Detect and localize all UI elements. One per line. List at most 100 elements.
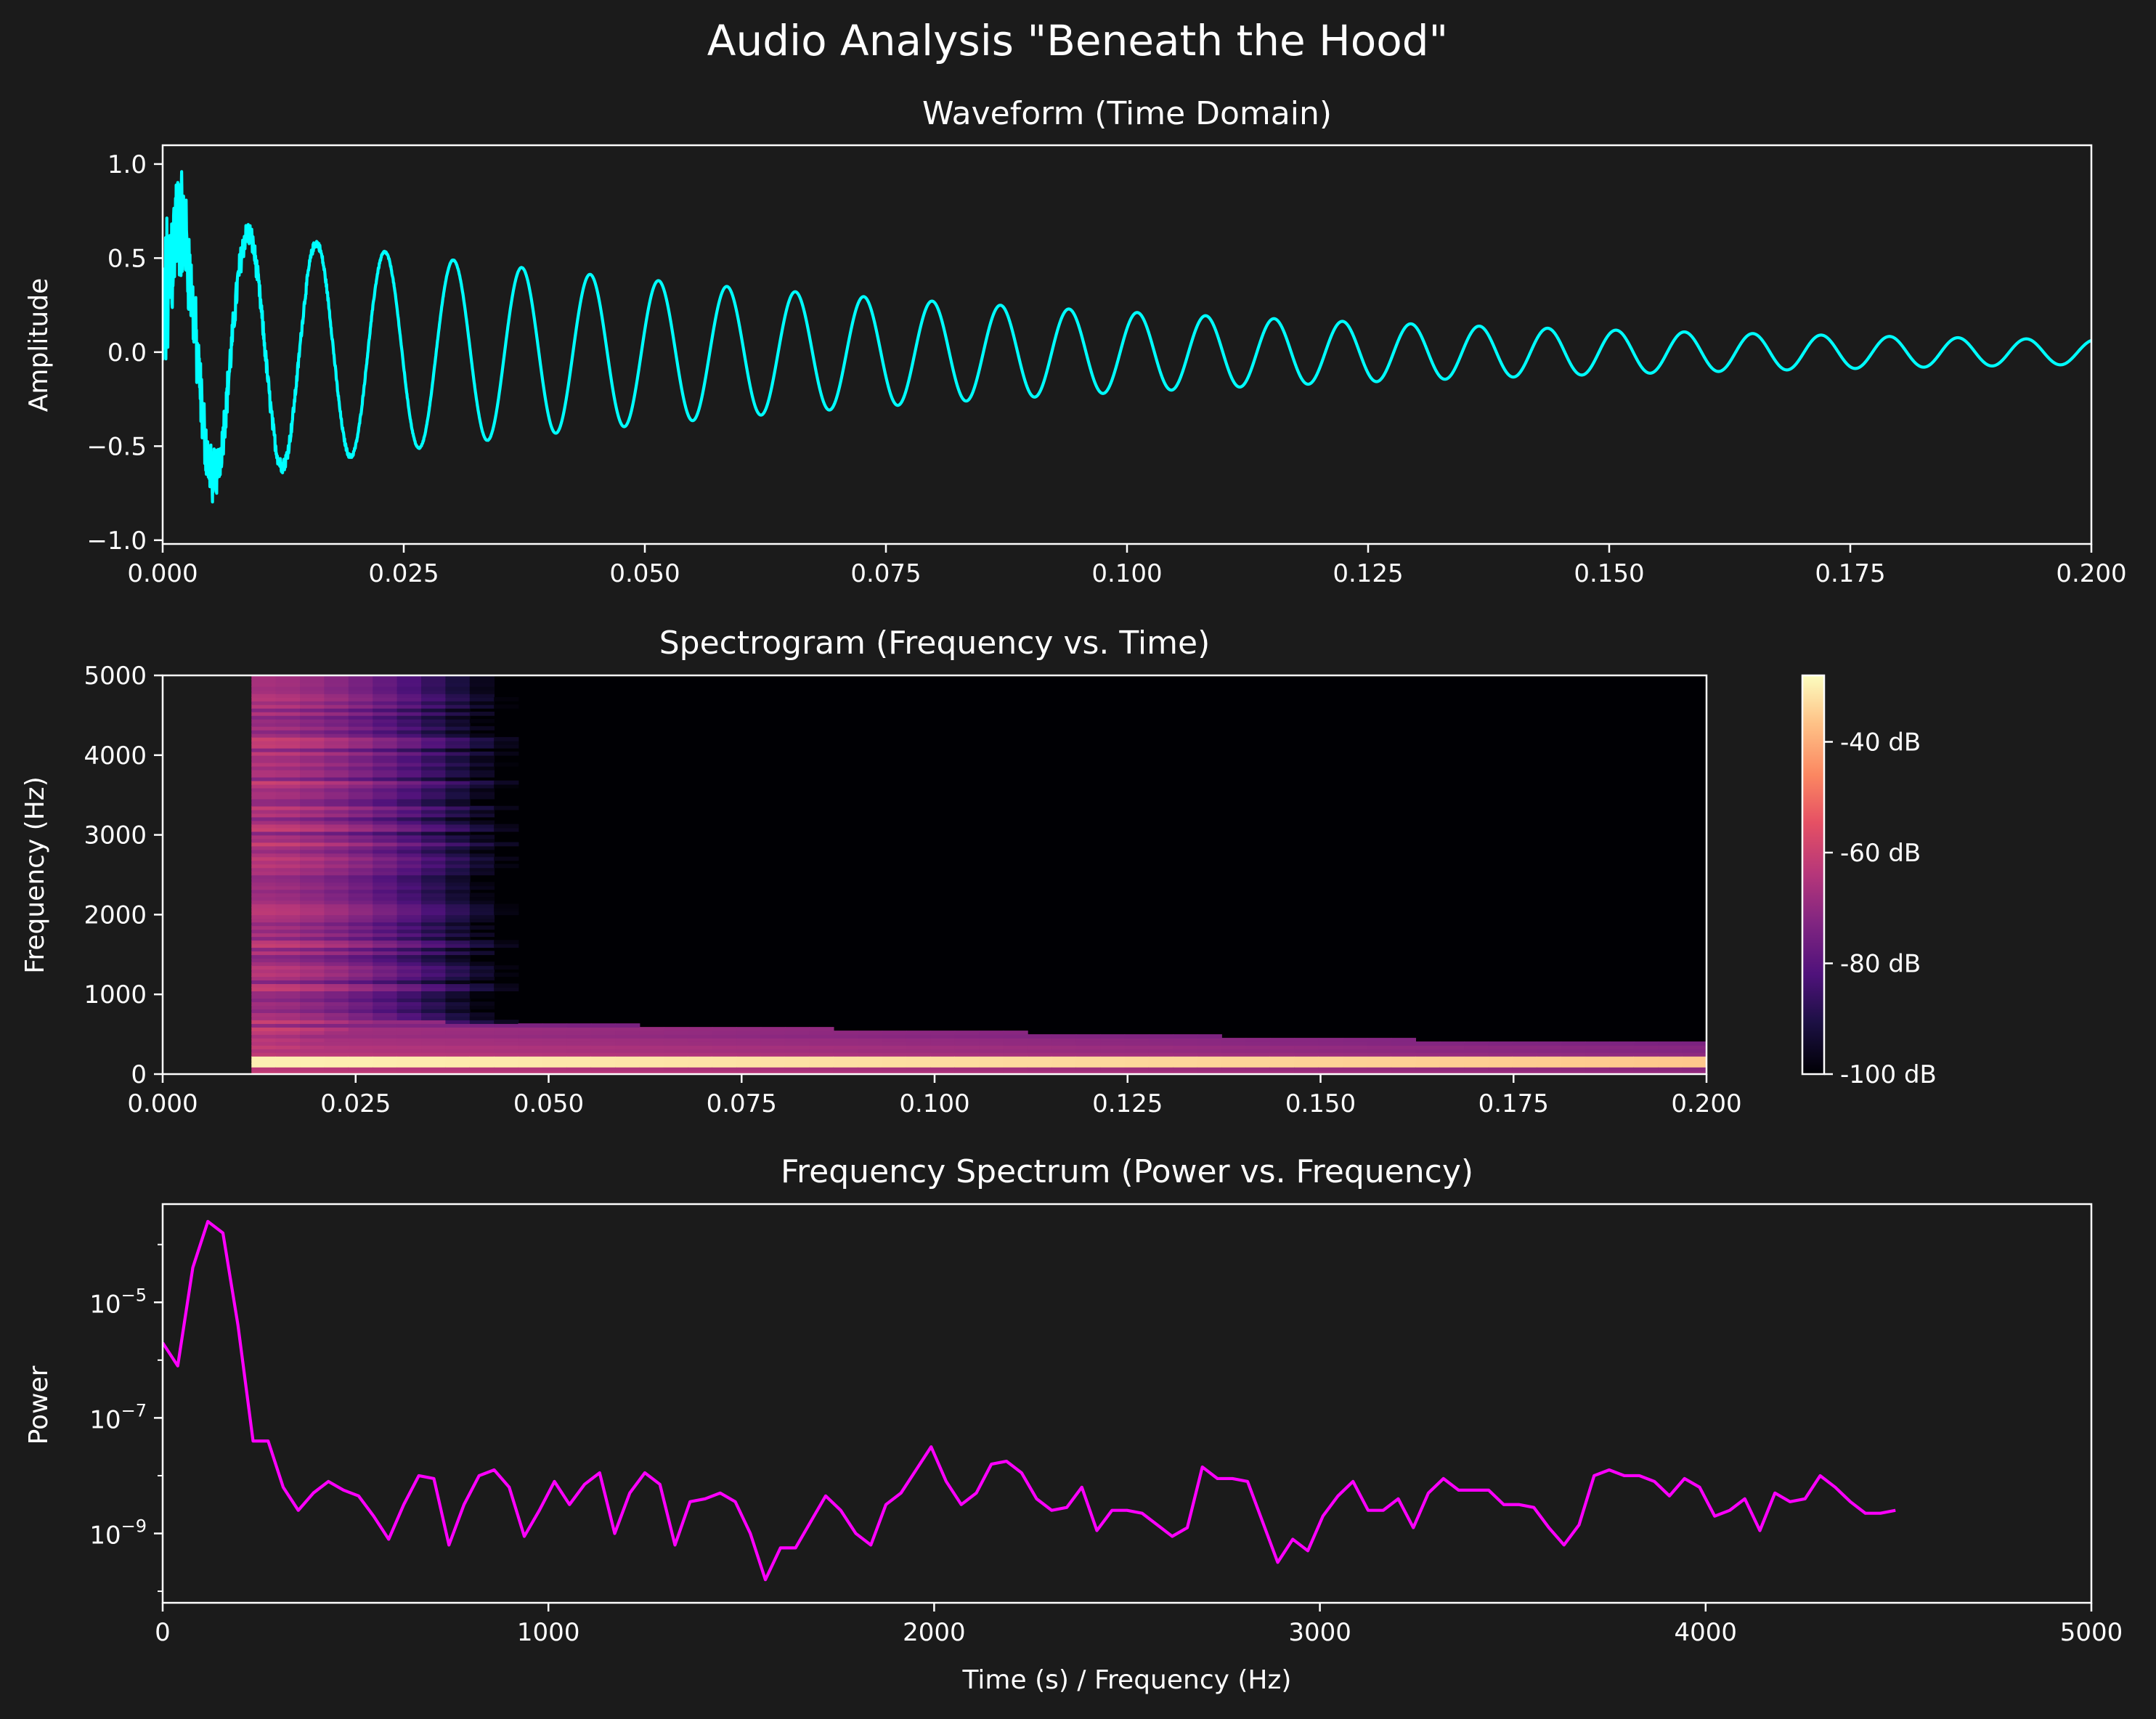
spectrogram-cell [1609,1070,1635,1074]
spectrogram-cell [348,874,374,879]
spectrogram-cell [469,900,495,905]
spectrogram-cell [615,1034,640,1039]
spectrogram-cell [421,871,447,876]
spectrogram-cell [1318,1052,1343,1057]
spectrogram-cell [275,686,301,691]
spectrogram-cell [300,1005,325,1009]
spectrogram-cell [251,733,277,738]
spectrogram-cell [1294,1038,1319,1042]
spectrogram-cell [373,958,398,963]
spectrogram-cell [275,1070,301,1074]
spectrogram-cell [275,980,301,985]
spectrogram-cell [1124,1063,1150,1068]
spectrogram-cell [1585,1070,1611,1074]
spectrogram-cell [421,802,447,807]
spectrogram-cell [300,715,325,720]
spectrogram-cell [300,780,325,785]
x-tick-label: 0.000 [127,559,198,588]
spectrogram-cell [1075,1038,1101,1042]
spectrogram-cell [688,1063,713,1068]
spectrogram-cell [1464,1067,1489,1071]
spectrogram-cell [348,896,374,901]
spectrogram-cell [348,1041,374,1046]
spectrogram-cell [373,940,398,945]
spectrogram-cell [1148,1056,1174,1060]
spectrogram-cell [300,1041,325,1046]
spectrogram-cell [1124,1034,1150,1039]
spectrogram-cell [324,762,349,767]
spectrogram-cell [396,885,422,890]
spectrogram-cell [275,976,301,981]
spectrogram-cell [445,965,471,970]
spectrogram-cell [1343,1041,1368,1046]
spectrogram-cell [906,1052,932,1057]
spectrogram-cell [348,722,374,727]
spectrogram-cell [1051,1067,1077,1071]
spectrogram-cell [275,780,301,785]
spectrogram-cell [348,729,374,734]
spectrogram-cell [373,980,398,985]
spectrogram-cell [445,1034,471,1039]
spectrogram-cell [469,842,495,847]
spectrogram-cell [469,867,495,872]
spectrogram-cell [348,784,374,789]
spectrogram-cell [373,893,398,898]
spectrogram-cell [324,867,349,872]
spectrogram-cell [275,1056,301,1060]
spectrogram-cell [494,1023,519,1028]
spectrogram-cell [300,903,325,909]
spectrogram-cell [348,860,374,865]
spectrogram-cell [809,1052,834,1057]
spectrogram-cell [300,954,325,959]
spectrogram-cell [348,733,374,738]
spectrogram-cell [1173,1067,1198,1071]
spectrogram-cell [421,885,447,890]
spectrogram-cell [954,1070,980,1074]
spectrogram-cell [469,1020,495,1024]
spectrogram-cell [300,918,325,923]
spectrogram-cell [469,853,495,858]
spectrogram-cell [518,1063,543,1068]
spectrogram-cell [1294,1067,1319,1071]
spectrogram-cell [396,1038,422,1042]
spectrogram-cell [396,802,422,807]
spectrogram-cell [300,831,325,836]
spectrogram-cell [445,707,471,712]
spectrogram-cell [1682,1052,1707,1057]
spectrogram-cell [300,922,325,927]
spectrogram-cell [882,1070,907,1074]
spectrogram-cell [566,1056,592,1060]
spectrogram-cell [906,1070,932,1074]
spectrogram-cell [712,1027,737,1031]
spectrogram-cell [445,1041,471,1046]
spectrogram-cell [373,994,398,999]
spectrogram-cell [348,1038,374,1042]
spectrogram-cell [251,798,277,803]
spectrogram-cell [858,1045,883,1049]
spectrogram-cell [251,718,277,723]
spectrogram-cell [275,693,301,698]
spectrogram-cell [300,867,325,872]
spectrogram-cell [445,838,471,843]
spectrogram-cell [373,1038,398,1042]
spectrogram-cell [445,1049,471,1053]
spectrogram-x-axis: 0.000 0.025 0.050 0.075 0.100 0.125 0.150 0.175… [127,1074,1742,1118]
spectrogram-cell [251,787,277,792]
spectrogram-cell [396,936,422,941]
spectrogram-cell [324,816,349,821]
spectrogram-cell [373,838,398,843]
spectrogram-cell [1343,1052,1368,1057]
spectrogram-cell [251,1034,277,1039]
spectrogram-cell [1658,1070,1683,1074]
spectrogram-cell [1439,1070,1465,1074]
spectrogram-cell [469,1031,495,1035]
spectrogram-cell [348,834,374,840]
spectrogram-cell [275,914,301,919]
spectrogram-cell [906,1063,932,1068]
spectrogram-cell [275,1012,301,1017]
spectrogram-cell [469,845,495,850]
spectrogram-cell [494,1031,519,1035]
spectrogram-cell [324,863,349,869]
spectrogram-cell [1561,1045,1586,1049]
spectrogram-cell [445,686,471,691]
